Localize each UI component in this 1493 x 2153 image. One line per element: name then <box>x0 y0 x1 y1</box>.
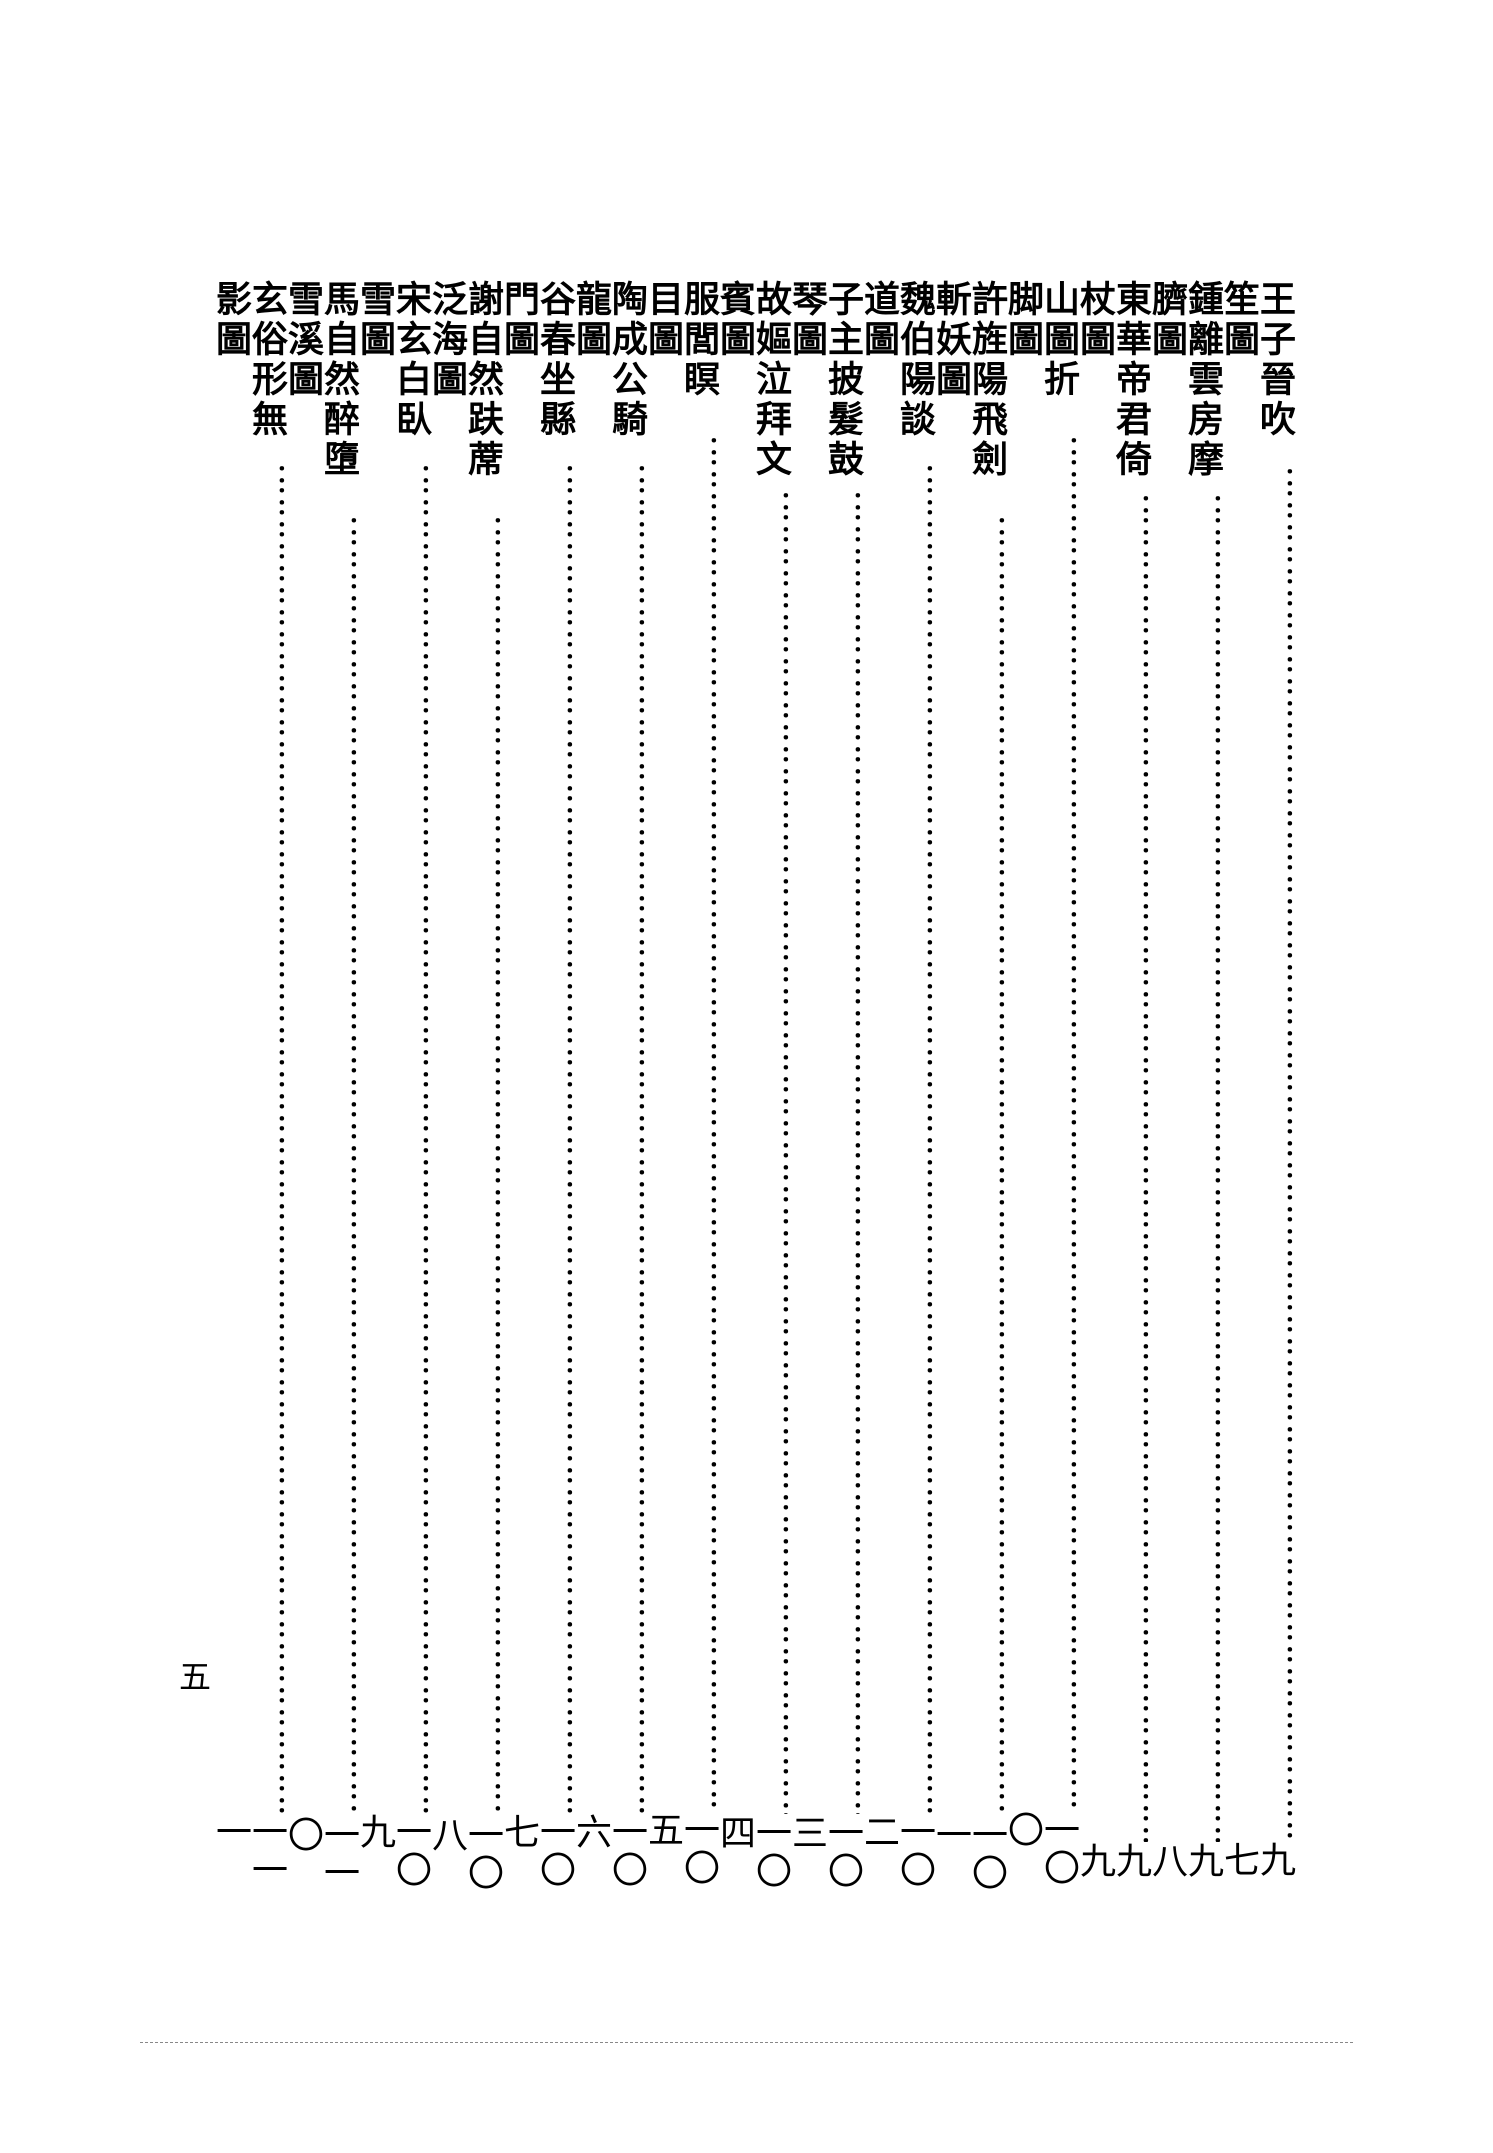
toc-entry-leader-dots: ：：：：：：：：：：：：：：：：：：：：：：：：：：：：：：：：：：：：：：：：… <box>819 491 861 1815</box>
toc-entry-leader-dots: ：：：：：：：：：：：：：：：：：：：：：：：：：：：：：：：：：：：：：：：：… <box>891 464 933 1813</box>
toc-entry-title: 許旌陽飛劍斬妖圖 <box>963 280 1005 516</box>
toc-entry-page: 一〇六 <box>603 1813 645 1900</box>
toc-entry: 謝自然趺蓆泛海圖：：：：：：：：：：：：：：：：：：：：：：：：：：：：：：：：… <box>459 280 501 1900</box>
toc-entry: 馬自然醉墮雪溪圖：：：：：：：：：：：：：：：：：：：：：：：：：：：：：：：：… <box>315 280 357 1900</box>
toc-entry: 王子晉吹笙圖：：：：：：：：：：：：：：：：：：：：：：：：：：：：：：：：：：… <box>1251 280 1293 1900</box>
toc-entry-title: 谷春坐縣門圖 <box>531 280 573 464</box>
toc-entry-page: 一〇七 <box>531 1813 573 1900</box>
toc-entry-page: 一一〇 <box>315 1816 357 1900</box>
toc-entry-title: 山圖折脚圖 <box>1035 280 1077 436</box>
toc-entry: 谷春坐縣門圖：：：：：：：：：：：：：：：：：：：：：：：：：：：：：：：：：：… <box>531 280 573 1900</box>
toc-entry-title: 故嫗泣拜文賓圖 <box>747 280 789 491</box>
toc-entry-title: 鍾離雲房摩臍圖 <box>1179 280 1221 494</box>
toc-entry-leader-dots: ：：：：：：：：：：：：：：：：：：：：：：：：：：：：：：：：：：：：：：：：… <box>1179 494 1221 1841</box>
toc-entry-leader-dots: ：：：：：：：：：：：：：：：：：：：：：：：：：：：：：：：：：：：：：：：：… <box>1251 467 1293 1840</box>
toc-entry: 玄俗形無影圖：：：：：：：：：：：：：：：：：：：：：：：：：：：：：：：：：：… <box>243 280 285 1900</box>
toc-entry-title: 子主披髮鼓琴圖 <box>819 280 861 491</box>
toc-entry-leader-dots: ：：：：：：：：：：：：：：：：：：：：：：：：：：：：：：：：：：：：：：：：… <box>603 464 645 1813</box>
toc-entry-page: 九八 <box>1179 1842 1221 1900</box>
toc-entry-title: 魏伯陽談道圖 <box>891 280 933 464</box>
toc-entry-page: 一〇五 <box>675 1811 717 1900</box>
toc-entry-title: 玄俗形無影圖 <box>243 280 285 464</box>
toc-entry-leader-dots: ：：：：：：：：：：：：：：：：：：：：：：：：：：：：：：：：：：：：：：：：… <box>747 491 789 1815</box>
toc-entry-leader-dots: ：：：：：：：：：：：：：：：：：：：：：：：：：：：：：：：：：：：：：：：：… <box>387 464 429 1813</box>
toc-entry-title: 東華帝君倚杖圖 <box>1107 280 1149 494</box>
toc-entry: 鍾離雲房摩臍圖：：：：：：：：：：：：：：：：：：：：：：：：：：：：：：：：：… <box>1179 280 1221 1900</box>
toc-entry-page: 一〇三 <box>819 1814 861 1900</box>
toc-entry-page: 一〇四 <box>747 1814 789 1900</box>
toc-entry: 山圖折脚圖：：：：：：：：：：：：：：：：：：：：：：：：：：：：：：：：：：：… <box>1035 280 1077 1900</box>
toc-entry-title: 宋玄白臥雪圖 <box>387 280 429 464</box>
toc-entry-title: 王子晉吹笙圖 <box>1251 280 1293 467</box>
toc-entry: 服閭瞑目圖：：：：：：：：：：：：：：：：：：：：：：：：：：：：：：：：：：：… <box>675 280 717 1900</box>
toc-entry: 陶成公騎龍圖：：：：：：：：：：：：：：：：：：：：：：：：：：：：：：：：：：… <box>603 280 645 1900</box>
bottom-rule <box>140 2042 1353 2043</box>
toc-entry-leader-dots: ：：：：：：：：：：：：：：：：：：：：：：：：：：：：：：：：：：：：：：：：… <box>243 464 285 1813</box>
toc-entry-leader-dots: ：：：：：：：：：：：：：：：：：：：：：：：：：：：：：：：：：：：：：：：：… <box>1107 494 1149 1841</box>
page-number: 五 <box>170 1660 216 1692</box>
toc-entry-leader-dots: ：：：：：：：：：：：：：：：：：：：：：：：：：：：：：：：：：：：：：：：：… <box>531 464 573 1813</box>
toc-entry-title: 馬自然醉墮雪溪圖 <box>315 280 357 516</box>
toc-entry-leader-dots: ：：：：：：：：：：：：：：：：：：：：：：：：：：：：：：：：：：：：：：：：… <box>459 516 501 1816</box>
toc-entry: 故嫗泣拜文賓圖：：：：：：：：：：：：：：：：：：：：：：：：：：：：：：：：：… <box>747 280 789 1900</box>
toc-entry: 子主披髮鼓琴圖：：：：：：：：：：：：：：：：：：：：：：：：：：：：：：：：：… <box>819 280 861 1900</box>
toc-entry-leader-dots: ：：：：：：：：：：：：：：：：：：：：：：：：：：：：：：：：：：：：：：：：… <box>963 516 1005 1816</box>
toc-entry: 魏伯陽談道圖：：：：：：：：：：：：：：：：：：：：：：：：：：：：：：：：：：… <box>891 280 933 1900</box>
toc-entry-title: 服閭瞑目圖 <box>675 280 717 436</box>
toc-entry-page: 一〇二 <box>891 1813 933 1900</box>
toc-entry-page: 一〇〇 <box>1035 1811 1077 1900</box>
toc-entry-page: 九七 <box>1251 1841 1293 1900</box>
toc-entry: 許旌陽飛劍斬妖圖：：：：：：：：：：：：：：：：：：：：：：：：：：：：：：：：… <box>963 280 1005 1900</box>
toc-entry: 宋玄白臥雪圖：：：：：：：：：：：：：：：：：：：：：：：：：：：：：：：：：：… <box>387 280 429 1900</box>
toc-entry-title: 陶成公騎龍圖 <box>603 280 645 464</box>
toc-entry-page: 一〇九 <box>387 1813 429 1900</box>
toc-entry-page: 一〇一 <box>963 1816 1005 1900</box>
toc-entry: 東華帝君倚杖圖：：：：：：：：：：：：：：：：：：：：：：：：：：：：：：：：：… <box>1107 280 1149 1900</box>
toc-container: 王子晉吹笙圖：：：：：：：：：：：：：：：：：：：：：：：：：：：：：：：：：：… <box>243 280 1293 1900</box>
toc-entry-leader-dots: ：：：：：：：：：：：：：：：：：：：：：：：：：：：：：：：：：：：：：：：：… <box>675 436 717 1811</box>
toc-entry-leader-dots: ：：：：：：：：：：：：：：：：：：：：：：：：：：：：：：：：：：：：：：：：… <box>1035 436 1077 1811</box>
toc-entry-page: 九九 <box>1107 1842 1149 1900</box>
toc-entry-title: 謝自然趺蓆泛海圖 <box>459 280 501 516</box>
toc-entry-leader-dots: ：：：：：：：：：：：：：：：：：：：：：：：：：：：：：：：：：：：：：：：：… <box>315 516 357 1816</box>
toc-entry-page: 一〇八 <box>459 1816 501 1900</box>
toc-entry-page: 一一一 <box>243 1813 285 1900</box>
